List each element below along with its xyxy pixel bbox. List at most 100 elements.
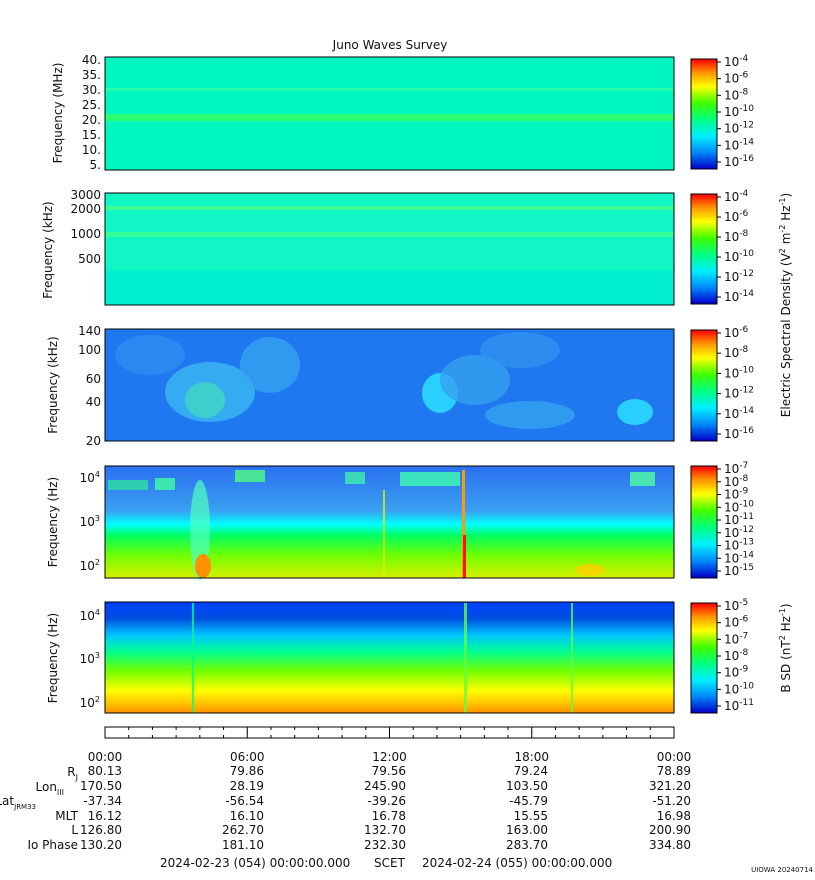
ephem-label-l: L xyxy=(71,823,78,837)
colorbar-tick-label: 10-11 xyxy=(724,698,754,713)
ephem-value: 163.00 xyxy=(506,823,548,837)
panel-4-ytick: 104 xyxy=(80,470,100,485)
ephem-value: 262.70 xyxy=(222,823,264,837)
ephem-label-io: Io Phase xyxy=(27,838,78,852)
panel-5-colorbar xyxy=(690,602,718,714)
ephem-value: 16.78 xyxy=(372,809,406,823)
ephem-value: 130.20 xyxy=(80,838,122,852)
chart-title: Juno Waves Survey xyxy=(332,38,448,52)
panel-5-ylabel: Frequency (Hz) xyxy=(46,613,60,704)
footer-credit: UIOWA 20240714 xyxy=(751,866,813,874)
panel-2-colorbar xyxy=(690,193,718,305)
panel-3-ytick: 60 xyxy=(86,372,101,386)
panel-3-ytick: 100 xyxy=(78,343,101,357)
colorbar-tick-label: 10-8 xyxy=(724,345,749,360)
ephem-value: 16.98 xyxy=(657,809,691,823)
panel-4-ytick: 103 xyxy=(80,514,100,529)
panel-1-ytick: 5. xyxy=(90,158,101,172)
x-tick-label: 18:00 xyxy=(514,750,549,764)
ephem-label-mlat: MLatJRM33 xyxy=(0,794,36,811)
panel-1: Frequency (MHz) 40. 35. 30. 25. 20. 15. … xyxy=(51,53,718,172)
colorbar-tick-label: 10-6 xyxy=(724,615,749,630)
panel-4: Frequency (Hz) 104 103 102 xyxy=(46,465,718,580)
colorbar-tick-label: 10-14 xyxy=(724,289,754,304)
panel-5-spike xyxy=(464,603,467,713)
ephem-value: 132.70 xyxy=(364,823,406,837)
panel-3-frame xyxy=(104,328,675,442)
ephem-value: 103.50 xyxy=(506,779,548,793)
panel-5-ytick: 103 xyxy=(80,651,100,666)
panel-1-ytick: 20. xyxy=(82,113,101,127)
colorbar-tick-label: 10-16 xyxy=(724,426,754,441)
ephem-value: 16.12 xyxy=(88,809,122,823)
colorbar-tick-label: 10-14 xyxy=(724,137,754,152)
ephem-label-rj: RJ xyxy=(67,765,78,782)
panel-3-ytick: 20 xyxy=(86,434,101,448)
time-axis-frame xyxy=(104,726,675,739)
colorbar-tick-label: 10-9 xyxy=(724,665,749,680)
colorbar-tick-label: 10-10 xyxy=(724,249,754,264)
x-tick-label: 00:00 xyxy=(88,750,123,764)
ephem-value: 200.90 xyxy=(649,823,691,837)
panel-5-ytick: 104 xyxy=(80,608,100,623)
panel-2-lower xyxy=(105,270,674,305)
panel-2-ytick: 2000 xyxy=(70,202,101,216)
colorbar-tick-label: 10-12 xyxy=(724,269,754,284)
ephem-value: -45.79 xyxy=(509,794,548,808)
ephem-value: 79.56 xyxy=(372,764,406,778)
colorbar-tick-label: 10-16 xyxy=(724,154,754,169)
panel-1-band xyxy=(105,114,674,121)
colorbar-tick-label: 10-10 xyxy=(724,365,754,380)
panel-3-emission xyxy=(115,332,653,429)
x-tick-label: 00:00 xyxy=(657,750,692,764)
colorbar-tick-label: 10-7 xyxy=(724,631,748,646)
panel-4-ytick: 102 xyxy=(80,558,100,573)
ephem-value: 16.10 xyxy=(230,809,264,823)
colorbar-label-magnetic: B SD (nT2 Hz-1) xyxy=(778,603,793,692)
panel-1-colorbar xyxy=(690,58,718,170)
colorbar-tick-label: 10-8 xyxy=(724,229,749,244)
ephem-value: 15.55 xyxy=(514,809,548,823)
ephem-value: 321.20 xyxy=(649,779,691,793)
panel-1-band-upper xyxy=(105,88,674,91)
panel-1-ytick: 35. xyxy=(82,68,101,82)
ephem-value: 28.19 xyxy=(230,779,264,793)
colorbar-tick-label: 10-6 xyxy=(724,209,749,224)
ephem-value: 79.86 xyxy=(230,764,264,778)
panel-2-ytick: 500 xyxy=(78,252,101,266)
ephem-value: 283.70 xyxy=(506,838,548,852)
panel-5-spike xyxy=(192,603,194,713)
range-end: 2024-02-24 (055) 00:00:00.000 xyxy=(422,856,612,870)
panel-2: Frequency (kHz) 3000 2000 1000 500 xyxy=(41,188,718,306)
panel-5: Frequency (Hz) 104 103 102 B SD (nT2 Hz-… xyxy=(46,601,793,714)
x-tick-label: 12:00 xyxy=(372,750,407,764)
colorbar-tick-label: 10-5 xyxy=(724,598,748,613)
ephem-value: -51.20 xyxy=(652,794,691,808)
ephem-value: 181.10 xyxy=(222,838,264,852)
ephem-value: 126.80 xyxy=(80,823,122,837)
panel-4-emission xyxy=(108,470,655,580)
panel-4-frame xyxy=(104,465,675,579)
panel-3-ytick: 40 xyxy=(86,395,101,409)
colorbar-tick-label: 10-12 xyxy=(724,121,754,136)
colorbar-tick-label: 10-10 xyxy=(724,104,754,119)
panel-2-band xyxy=(105,232,674,237)
ephem-label-mlt: MLT xyxy=(55,809,78,823)
panel-1-ytick: 10. xyxy=(82,143,101,157)
colorbar-tick-label: 10-8 xyxy=(724,87,749,102)
ephem-value: -56.54 xyxy=(225,794,264,808)
panel-1-ytick: 40. xyxy=(82,53,101,67)
ephem-value: 245.90 xyxy=(364,779,406,793)
ephem-label-lon: LonIII xyxy=(36,780,65,797)
panel-3-ylabel: Frequency (kHz) xyxy=(46,336,60,433)
panel-2-ytick: 3000 xyxy=(70,188,101,202)
colorbar-tick-label: 10-12 xyxy=(724,386,754,401)
panel-2-frame xyxy=(104,192,675,306)
colorbar-tick-label: 10-6 xyxy=(724,325,749,340)
colorbar-tick-label: 10-10 xyxy=(724,681,754,696)
panel-1-heatmap xyxy=(105,57,674,170)
panel-3: Frequency (kHz) 140 100 60 40 20 Electri… xyxy=(46,193,793,448)
ephem-value: -39.26 xyxy=(367,794,406,808)
colorbar-label-electric: Electric Spectral Density (V2 m-2 Hz-1) xyxy=(778,193,793,417)
